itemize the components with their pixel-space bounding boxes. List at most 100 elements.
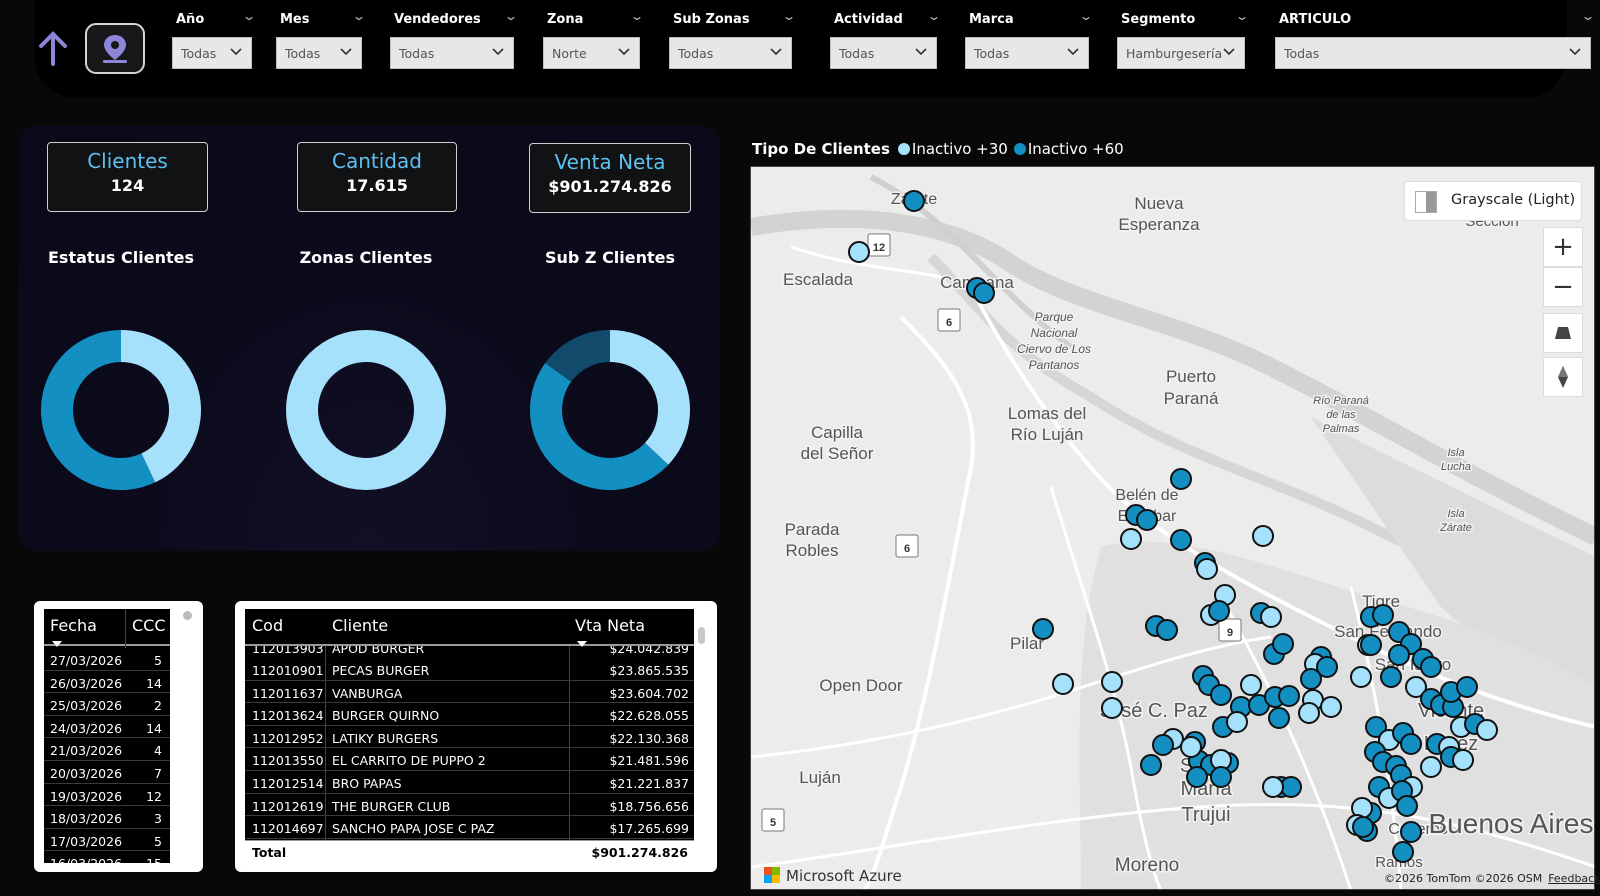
table-row[interactable]: 25/03/2026 2 [44, 693, 170, 716]
client-map-marker[interactable] [1350, 666, 1372, 688]
table-row[interactable]: 17/03/2026 5 [44, 828, 170, 852]
client-map-marker[interactable] [1388, 644, 1410, 666]
table-row[interactable]: 112012952 LATIKY BURGERS $22.130.368 [245, 725, 694, 749]
table-row[interactable]: 112013624 BURGER QUIRNO $22.628.055 [245, 703, 694, 726]
header-cliente[interactable]: Cliente [332, 616, 389, 635]
client-map-marker[interactable] [1405, 676, 1427, 698]
client-map-marker[interactable] [1210, 766, 1232, 788]
header-cod[interactable]: Cod [252, 616, 284, 635]
client-map-marker[interactable] [1186, 766, 1208, 788]
slicer-dropdown[interactable]: Todas [172, 37, 252, 69]
client-map-marker[interactable] [1298, 702, 1320, 724]
table-row[interactable]: 112012514 BRO PAPAS $21.221.837 [245, 771, 694, 794]
client-map-marker[interactable] [1170, 468, 1192, 490]
donut-estatus-clientes[interactable] [39, 328, 203, 492]
table-row[interactable]: 112011637 VANBURGA $23.604.702 [245, 680, 694, 704]
slicer-dropdown[interactable]: Norte [543, 37, 640, 69]
chevron-down-icon[interactable]: ⌄ [1078, 9, 1094, 23]
client-map-marker[interactable] [1452, 749, 1474, 771]
client-map-marker[interactable] [1136, 509, 1158, 531]
chevron-down-icon[interactable]: ⌄ [241, 9, 257, 23]
client-map-marker[interactable] [1372, 604, 1394, 626]
client-table-scrollbar[interactable] [698, 627, 705, 644]
client-map-marker[interactable] [1262, 776, 1284, 798]
client-map-marker[interactable] [1456, 676, 1478, 698]
client-map-marker[interactable] [1052, 673, 1074, 695]
client-map-marker[interactable] [1240, 674, 1262, 696]
client-map-marker[interactable] [1396, 795, 1418, 817]
client-map-marker[interactable] [1226, 711, 1248, 733]
client-map-marker[interactable] [1180, 736, 1202, 758]
client-map-marker[interactable] [1272, 633, 1294, 655]
table-row[interactable]: 26/03/2026 14 [44, 670, 170, 694]
donut-segment[interactable] [609, 330, 690, 465]
donut-segment[interactable] [120, 330, 201, 483]
table-row[interactable]: 20/03/2026 7 [44, 761, 170, 784]
client-map-marker[interactable] [1101, 671, 1123, 693]
slicer-dropdown[interactable]: Todas [390, 37, 514, 69]
donut-segment[interactable] [545, 330, 611, 383]
chevron-down-icon[interactable]: ⌄ [351, 9, 367, 23]
compass-button[interactable] [1543, 357, 1583, 397]
donut-segment[interactable] [41, 330, 156, 490]
client-map-marker[interactable] [1476, 719, 1498, 741]
header-ccc[interactable]: CCC [132, 616, 166, 635]
client-map-marker[interactable] [848, 241, 870, 263]
map-nav-button[interactable] [85, 23, 145, 74]
client-map-marker[interactable] [1365, 716, 1387, 738]
client-map-marker[interactable] [1380, 666, 1402, 688]
table-row[interactable]: 112012619 THE BURGER CLUB $18.756.656 [245, 793, 694, 817]
client-map-marker[interactable] [1156, 619, 1178, 641]
client-map-marker[interactable] [1170, 529, 1192, 551]
client-map-marker[interactable] [1140, 754, 1162, 776]
chevron-down-icon[interactable]: ⌄ [503, 9, 519, 23]
client-map-marker[interactable] [1278, 685, 1300, 707]
table-row[interactable]: 21/03/2026 4 [44, 738, 170, 761]
client-map-marker[interactable] [903, 190, 925, 212]
client-map-marker[interactable] [1260, 606, 1282, 628]
client-map-marker[interactable] [1392, 841, 1414, 863]
table-row[interactable]: 27/03/2026 5 [44, 648, 170, 671]
client-map-marker[interactable] [1316, 656, 1338, 678]
pitch-button[interactable] [1543, 313, 1583, 353]
table-row[interactable]: 112010901 PECAS BURGER $23.865.535 [245, 658, 694, 681]
donut-segment[interactable] [530, 362, 669, 490]
client-map-marker[interactable] [1300, 668, 1322, 690]
table-row[interactable]: 19/03/2026 12 [44, 783, 170, 807]
client-map-marker[interactable] [1268, 707, 1290, 729]
client-map-marker[interactable] [1120, 528, 1142, 550]
zoom-out-button[interactable]: − [1543, 267, 1583, 307]
client-map-marker[interactable] [1400, 821, 1422, 843]
slicer-dropdown[interactable]: Todas [669, 37, 792, 69]
client-map-marker[interactable] [1252, 525, 1274, 547]
legend-item-inactivo-60[interactable]: Inactivo +60 [1027, 140, 1124, 158]
table-row[interactable]: 112013550 EL CARRITO DE PUPPO 2 $21.481.59… [245, 748, 694, 771]
client-map-marker[interactable] [1320, 696, 1342, 718]
date-table-scrollbar[interactable] [183, 611, 192, 620]
header-fecha[interactable]: Fecha [50, 616, 97, 647]
legend-item-inactivo-30[interactable]: Inactivo +30 [911, 140, 1008, 158]
client-map-marker[interactable] [973, 282, 995, 304]
client-map-marker[interactable] [1352, 816, 1374, 838]
client-map-marker[interactable] [1210, 684, 1232, 706]
client-map-marker[interactable] [1420, 656, 1442, 678]
donut-sub-z-clientes[interactable] [528, 328, 692, 492]
chevron-down-icon[interactable]: ⌄ [1234, 9, 1250, 23]
client-map-marker[interactable] [1420, 756, 1442, 778]
map-style-picker[interactable]: Grayscale (Light) [1404, 181, 1582, 221]
client-map-marker[interactable] [1208, 600, 1230, 622]
client-map-marker[interactable] [1101, 697, 1123, 719]
chevron-down-icon[interactable]: ⌄ [926, 9, 942, 23]
slicer-dropdown[interactable]: Todas [965, 37, 1089, 69]
client-map-marker[interactable] [1400, 733, 1422, 755]
donut-segment[interactable] [286, 330, 446, 490]
feedback-link[interactable]: Feedback [1548, 872, 1600, 885]
chevron-down-icon[interactable]: ⌄ [629, 9, 645, 23]
slicer-dropdown[interactable]: Todas [1275, 37, 1591, 69]
chevron-down-icon[interactable]: ⌄ [1580, 9, 1596, 23]
slicer-dropdown[interactable]: Hamburgesería [1117, 37, 1245, 69]
table-row[interactable]: 18/03/2026 3 [44, 806, 170, 829]
client-map-marker[interactable] [1360, 634, 1382, 656]
